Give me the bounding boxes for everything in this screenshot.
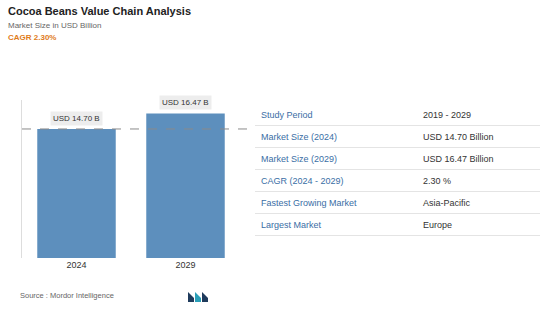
html-text:Europe: Europe	[423, 219, 452, 230]
html-text:2.30 %: 2.30 %	[423, 175, 451, 186]
html-text:CAGR 2.30%: CAGR 2.30%	[8, 33, 57, 42]
html-text:Largest Market: Largest Market	[261, 219, 321, 230]
html-text:Market Size (2024): Market Size (2024)	[261, 131, 337, 142]
svg-text:USD 14.70 B: USD 14.70 B	[53, 114, 100, 123]
html-text:Market Size (2029): Market Size (2029)	[261, 153, 337, 164]
html-text:USD 14.70 Billion: USD 14.70 Billion	[423, 131, 494, 142]
html-text:Study Period: Study Period	[261, 109, 313, 120]
html-text:Fastest Growing Market: Fastest Growing Market	[261, 197, 357, 208]
html-text:Cocoa Beans Value Chain Analys: Cocoa Beans Value Chain Analysis	[8, 5, 191, 17]
html-text:Market Size in USD Billion: Market Size in USD Billion	[8, 21, 102, 30]
html-text:2019 - 2029: 2019 - 2029	[423, 109, 471, 120]
html-text:USD 16.47 Billion: USD 16.47 Billion	[423, 153, 494, 164]
html-text:Source : Mordor Intelligence: Source : Mordor Intelligence	[20, 291, 114, 300]
html-text:Asia-Pacific: Asia-Pacific	[423, 197, 470, 208]
svg-text:2024: 2024	[66, 260, 86, 270]
svg-text:USD 16.47 B: USD 16.47 B	[162, 98, 209, 107]
html-text:CAGR (2024 - 2029): CAGR (2024 - 2029)	[261, 175, 344, 186]
svg-text:2029: 2029	[175, 260, 195, 270]
